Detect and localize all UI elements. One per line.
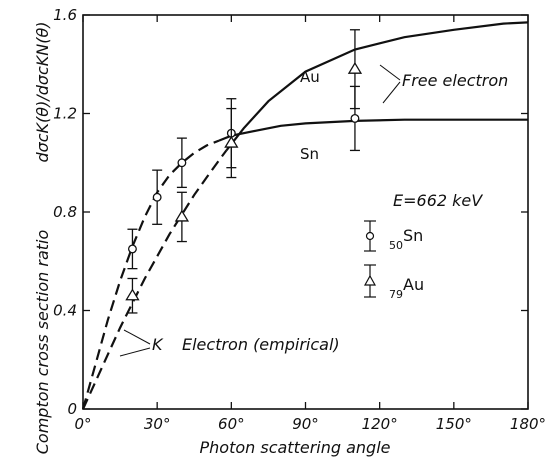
y-tick-label: 0.8 [53, 203, 77, 221]
curve-sn-dashed [81, 139, 220, 410]
legend-sn-symbol: Sn [403, 226, 423, 245]
y-axis-ratio: dσcK(θ)/dσcKN(θ) [33, 21, 52, 162]
x-tick-label: 0° [74, 415, 91, 433]
legend: 50Sn 79Au [363, 220, 424, 301]
k-electron-label: Electron (empirical) [182, 335, 340, 354]
x-tick-label: 60° [218, 415, 245, 433]
point-79au [174, 191, 190, 243]
point-50sn [176, 137, 187, 189]
legend-au-z: 79 [389, 288, 403, 301]
x-axis-label: Photon scattering angle [200, 438, 391, 457]
curve-au-dashed [81, 149, 228, 410]
y-axis-label: Compton cross section ratio [33, 230, 52, 455]
legend-sn-z: 50 [389, 239, 403, 252]
legend-au-label: 79Au [389, 275, 424, 301]
sn-curve-label: Sn [300, 145, 319, 163]
y-axis-label-group: Compton cross section ratio dσcK(θ)/dσcK… [33, 21, 52, 454]
free-electron-label: Free electron [402, 71, 508, 90]
point-79au [224, 107, 239, 179]
k-pointer-upper [123, 329, 151, 345]
energy-label: E=662 keV [393, 191, 483, 210]
legend-au-marker [363, 264, 377, 298]
x-tick-label: 90° [292, 415, 319, 433]
legend-sn-label: 50Sn [389, 226, 423, 252]
y-tick-label: 0 [67, 400, 77, 418]
curve-sn-solid [218, 118, 528, 142]
point-79au [125, 277, 140, 314]
x-tick-label: 30° [144, 415, 171, 433]
k-pointer-lower [119, 347, 151, 357]
point-79au [347, 29, 363, 110]
axis-ticks: 0° 30° 60° 90° 120° 150° 180° 0 0.4 0.8 1.2 1.6 [53, 6, 546, 433]
x-tick-label: 120° [362, 415, 398, 433]
k-label: K [152, 335, 164, 354]
x-tick-label: 180° [510, 415, 546, 433]
legend-sn-marker [364, 220, 376, 252]
y-tick-label: 1.2 [53, 105, 77, 123]
y-tick-label: 1.6 [53, 6, 77, 24]
au-curve-label: Au [300, 68, 320, 86]
point-50sn [152, 169, 163, 225]
data-points [125, 29, 363, 314]
free-electron-pointer-au [379, 64, 401, 81]
x-tick-label: 150° [436, 415, 472, 433]
free-electron-pointer-sn [382, 81, 401, 104]
legend-au-symbol: Au [403, 275, 424, 294]
point-50sn [127, 228, 138, 270]
y-tick-label: 0.4 [53, 302, 77, 320]
